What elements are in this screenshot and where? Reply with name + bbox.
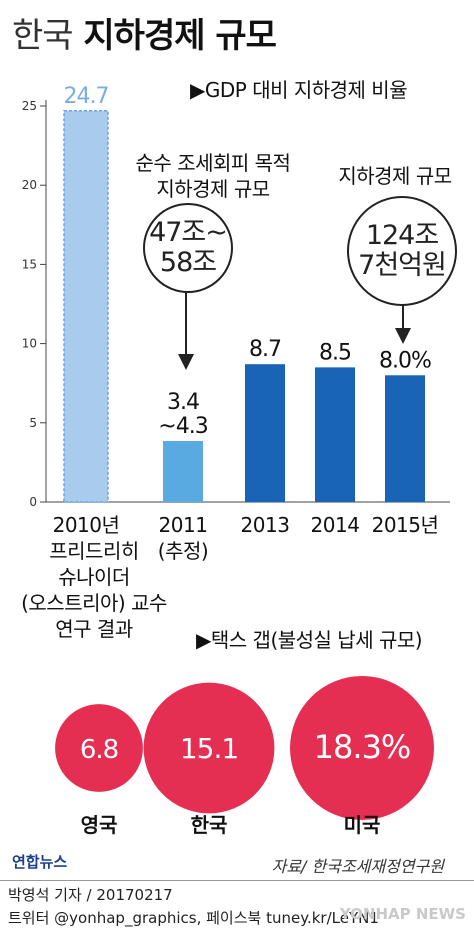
bar-value-label: 8.0% bbox=[379, 348, 431, 373]
y-tick-label: 10 bbox=[22, 337, 37, 351]
x-tick-label: 2010년 bbox=[53, 513, 120, 537]
bubble-한국 bbox=[143, 682, 275, 814]
size-2015-label: 지하경제 규모 bbox=[338, 164, 452, 188]
x-tick-label: 2014 bbox=[311, 513, 360, 537]
watermark: YONHAP NEWS bbox=[339, 905, 466, 923]
bubble-영국 bbox=[55, 704, 143, 792]
title-bold: 지하경제 규모 bbox=[83, 16, 277, 56]
author-credit: 박영석 기자 / 20170217 bbox=[8, 886, 173, 904]
tax-evasion-bubble: 47조~ 58조 bbox=[143, 203, 233, 293]
y-tick-label: 20 bbox=[22, 178, 37, 192]
social-credit: 트위터 @yonhap_graphics, 페이스북 tuney.kr/LeYN… bbox=[8, 909, 379, 927]
bar-2015년 bbox=[385, 375, 425, 502]
x-tick-label: 2011 bbox=[159, 513, 208, 537]
bar-value-label: 3.4 bbox=[167, 390, 199, 415]
size-2015-bubble-line-1: 124조 bbox=[365, 220, 439, 252]
x-tick-sublabel: (추정) bbox=[158, 539, 208, 563]
bar-2013 bbox=[245, 364, 285, 502]
size-2015-bubble-line-2: 7천억원 bbox=[358, 250, 447, 281]
yonhap-logo: 연합뉴스 bbox=[12, 853, 68, 871]
x-tick-label: 2013 bbox=[241, 513, 290, 537]
x-tick-sublabel: 연구 결과 bbox=[55, 617, 133, 641]
y-tick-label: 25 bbox=[22, 99, 37, 113]
bar-2014 bbox=[315, 367, 355, 502]
x-tick-sublabel: 슈나이더 bbox=[58, 565, 130, 589]
x-tick-sublabel: (오스트리아) 교수 bbox=[21, 591, 167, 615]
tax-evasion-bubble-line-2: 58조 bbox=[159, 247, 217, 278]
title-light: 한국 bbox=[12, 16, 74, 56]
source-note: 자료/ 한국조세재정연구원 bbox=[271, 857, 444, 876]
bar-2010년 bbox=[63, 110, 109, 503]
tax-evasion-label-line-2: 지하경제 규모 bbox=[156, 177, 270, 201]
bar-value-label: 8.7 bbox=[249, 337, 281, 362]
bubble-category-label: 한국 bbox=[191, 813, 228, 837]
bubble-value-label: 6.8 bbox=[80, 735, 118, 765]
footer-divider bbox=[0, 880, 474, 881]
y-tick-label: 0 bbox=[29, 495, 37, 509]
bubble-category-label: 미국 bbox=[344, 813, 381, 837]
bubble-value-label: 18.3% bbox=[314, 728, 411, 766]
bar-2011 bbox=[163, 441, 203, 502]
tax-evasion-bubble-line-1: 47조~ bbox=[149, 217, 228, 249]
x-tick-sublabel: 프리드리히 bbox=[49, 539, 139, 563]
bar-value-label: ~4.3 bbox=[158, 414, 207, 439]
bar-value-label: 8.5 bbox=[319, 340, 351, 365]
tax-evasion-annotation: 순수 조세회피 목적 지하경제 규모 bbox=[128, 150, 298, 202]
tax-evasion-label-line-1: 순수 조세회피 목적 bbox=[135, 151, 291, 175]
bubble-value-label: 15.1 bbox=[180, 732, 238, 765]
size-2015-bubble: 124조 7천억원 bbox=[347, 196, 457, 306]
bubble-category-label: 영국 bbox=[81, 813, 118, 837]
y-tick-label: 5 bbox=[29, 416, 37, 430]
bar-value-label: 24.7 bbox=[64, 84, 109, 109]
bubble-미국 bbox=[290, 676, 434, 820]
page-title: 한국 지하경제 규모 bbox=[12, 8, 277, 57]
y-tick-label: 15 bbox=[22, 257, 37, 271]
tax-gap-label: ▶택스 갭(불성실 납세 규모) bbox=[196, 628, 423, 652]
x-tick-label: 2015년 bbox=[372, 513, 439, 537]
gdp-ratio-label: ▶GDP 대비 지하경제 비율 bbox=[190, 78, 408, 102]
tax-gap-bubble-chart: 6.8 영국 15.1 한국 18.3% 미국 bbox=[55, 676, 434, 837]
